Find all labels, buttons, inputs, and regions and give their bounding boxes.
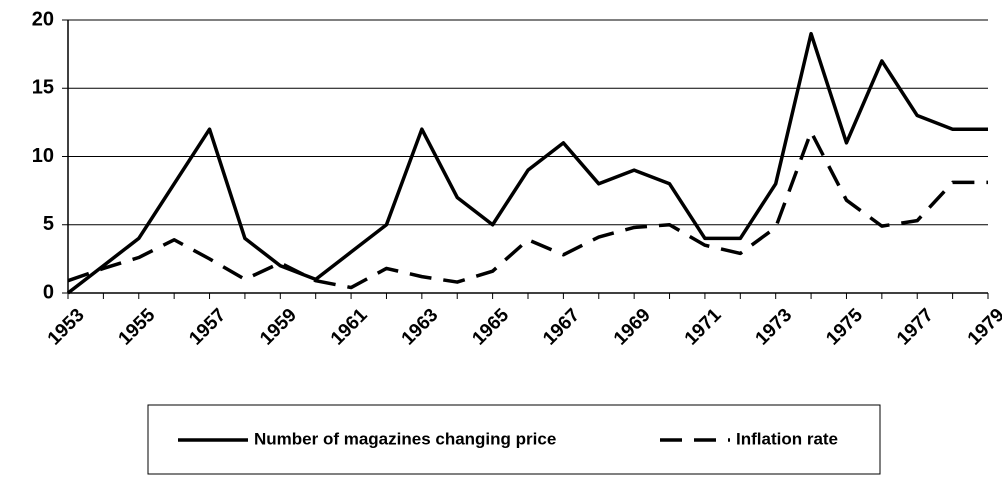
x-tick-label: 1979: [964, 305, 1002, 350]
x-tick-label: 1973: [752, 305, 797, 350]
x-tick-label: 1977: [893, 305, 938, 350]
y-tick-label: 15: [32, 77, 54, 99]
legend: [147, 404, 881, 475]
x-tick-label: 1959: [256, 305, 301, 350]
y-tick-label: 0: [43, 281, 54, 303]
x-tick-label: 1957: [185, 305, 230, 350]
legend-label: Inflation rate: [736, 429, 838, 448]
legend-label: Number of magazines changing price: [254, 429, 556, 448]
series-line: [66, 31, 988, 295]
x-tick-label: 1961: [327, 304, 372, 349]
x-tick-label: 1963: [398, 305, 443, 350]
y-tick-label: 5: [43, 213, 54, 235]
x-tick-label: 1967: [539, 305, 584, 350]
x-tick-label: 1969: [610, 305, 655, 350]
y-tick-label: 20: [32, 8, 54, 30]
x-tick-label: 1965: [468, 304, 513, 349]
x-tick-label: 1971: [681, 304, 726, 349]
x-tick-label: 1955: [115, 304, 160, 349]
x-tick-label: 1975: [822, 304, 867, 349]
series-line: [67, 130, 988, 290]
y-tick-label: 10: [32, 145, 54, 167]
x-tick-label: 1953: [44, 305, 89, 350]
